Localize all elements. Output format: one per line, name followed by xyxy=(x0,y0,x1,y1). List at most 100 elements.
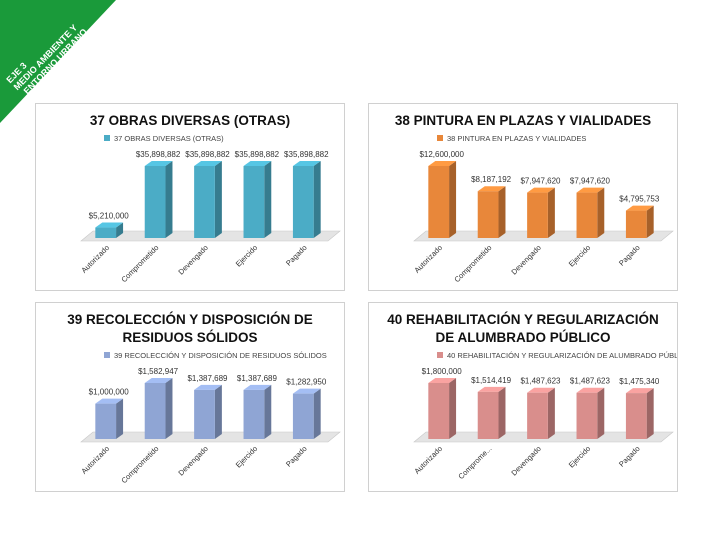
chart-plot: 38 PINTURA EN PLAZAS Y VIALIDADES $12,600… xyxy=(412,134,674,284)
bar-top xyxy=(144,161,173,167)
chart-panel: 40 REHABILITACIÓN Y REGULARIZACIÓN DE AL… xyxy=(368,302,678,492)
banner-triangle xyxy=(0,0,116,123)
bar xyxy=(477,392,499,440)
bar-side xyxy=(498,186,506,239)
chart-title: 40 REHABILITACIÓN Y REGULARIZACIÓN DE AL… xyxy=(387,312,659,346)
x-tick-label: Devengado xyxy=(509,243,542,276)
value-label: $35,898,882 xyxy=(185,150,230,159)
bar-top xyxy=(194,161,222,167)
x-tick-label: Comprome... xyxy=(456,444,493,481)
bar-top xyxy=(477,387,506,393)
bar-side xyxy=(597,388,605,440)
chart-panel: 38 PINTURA EN PLAZAS Y VIALIDADES 38 PINT… xyxy=(368,103,678,291)
bar xyxy=(144,383,166,440)
legend-label: 39 RECOLECCIÓN Y DISPOSICIÓN DE RESIDUOS… xyxy=(114,351,327,360)
bar xyxy=(292,394,314,440)
value-label: $7,947,620 xyxy=(570,177,611,186)
legend-swatch xyxy=(104,352,110,359)
bar-side xyxy=(214,161,222,239)
bar xyxy=(625,393,647,440)
bar-side xyxy=(165,378,173,440)
bar-side xyxy=(214,385,222,440)
bar xyxy=(428,166,450,239)
bar xyxy=(527,192,548,239)
bar-side xyxy=(547,388,555,440)
bar xyxy=(576,393,598,440)
bar-side xyxy=(264,161,272,239)
chart-title: 37 OBRAS DIVERSAS (OTRAS) xyxy=(89,113,291,128)
bar-top xyxy=(292,161,321,167)
chart-plot: 39 RECOLECCIÓN Y DISPOSICIÓN DE RESIDUOS… xyxy=(79,351,341,486)
legend: 39 RECOLECCIÓN Y DISPOSICIÓN DE RESIDUOS… xyxy=(104,351,327,360)
value-label: $1,282,950 xyxy=(286,378,327,387)
bar xyxy=(144,166,166,239)
legend: 38 PINTURA EN PLAZAS Y VIALIDADES xyxy=(437,134,586,143)
bar-side xyxy=(547,187,555,239)
bar xyxy=(625,210,647,239)
value-label: $8,187,192 xyxy=(471,175,512,184)
bar-side xyxy=(264,385,272,440)
bar-side xyxy=(646,205,654,239)
bar-side xyxy=(165,161,173,239)
x-tick-label: Comprometido xyxy=(119,243,160,284)
bar-side xyxy=(646,388,654,440)
value-label: $35,898,882 xyxy=(136,150,181,159)
x-tick-label: Ejercido xyxy=(234,243,260,269)
legend: 37 OBRAS DIVERSAS (OTRAS) xyxy=(104,134,224,143)
bar xyxy=(428,383,450,440)
value-label: $1,487,623 xyxy=(520,377,561,386)
bar-top xyxy=(625,388,654,394)
x-tick-label: Pagado xyxy=(617,243,642,268)
chart-plot: 40 REHABILITACIÓN Y REGULARIZACIÓN DE AL… xyxy=(412,351,677,481)
banner: EJE 3 MEDIO AMBIENTE Y ENTORNO URBANO xyxy=(0,0,116,123)
x-tick-label: Devengado xyxy=(176,243,209,276)
bar-side xyxy=(313,161,321,239)
value-label: $1,582,947 xyxy=(138,367,179,376)
bar-top xyxy=(144,378,173,384)
bar xyxy=(95,227,117,239)
legend-swatch xyxy=(104,135,110,142)
bar-top xyxy=(292,389,321,395)
bar xyxy=(95,404,117,440)
x-tick-label: Devengado xyxy=(509,444,542,477)
chart-panel: 39 RECOLECCIÓN Y DISPOSICIÓN DE RESIDUOS… xyxy=(35,302,345,492)
legend: 40 REHABILITACIÓN Y REGULARIZACIÓN DE AL… xyxy=(437,351,677,360)
x-tick-label: Ejercido xyxy=(234,444,260,470)
bar-side xyxy=(116,222,124,239)
x-tick-label: Autorizado xyxy=(79,444,111,476)
value-label: $5,210,000 xyxy=(89,212,130,221)
bar-top xyxy=(194,385,222,391)
value-label: $1,514,419 xyxy=(471,376,512,385)
x-tick-label: Ejercido xyxy=(567,243,593,269)
value-label: $1,387,689 xyxy=(187,374,228,383)
bar xyxy=(243,166,265,239)
bar-top xyxy=(95,399,124,405)
bar xyxy=(527,393,548,440)
x-tick-label: Comprometido xyxy=(119,444,160,485)
bar-top xyxy=(95,222,124,228)
bar-top xyxy=(576,187,605,193)
value-label: $35,898,882 xyxy=(284,150,329,159)
chart-title: 38 PINTURA EN PLAZAS Y VIALIDADES xyxy=(394,113,652,128)
legend-swatch xyxy=(437,352,443,359)
x-tick-label: Pagado xyxy=(284,243,309,268)
x-tick-label: Comprometido xyxy=(452,243,493,284)
bar-top xyxy=(477,186,506,192)
x-tick-label: Autorizado xyxy=(412,444,444,476)
chart-plot: 37 OBRAS DIVERSAS (OTRAS) $5,210,000 Autor… xyxy=(79,134,341,284)
bar xyxy=(243,390,265,440)
legend-label: 40 REHABILITACIÓN Y REGULARIZACIÓN DE AL… xyxy=(447,351,677,360)
x-tick-label: Ejercido xyxy=(567,444,593,470)
bar-side xyxy=(449,161,457,239)
value-label: $1,800,000 xyxy=(422,367,463,376)
x-tick-label: Autorizado xyxy=(79,243,111,275)
bar-top xyxy=(527,388,555,394)
bar-side xyxy=(116,399,124,440)
value-label: $4,795,753 xyxy=(619,195,660,204)
bar-top xyxy=(625,205,654,211)
bar xyxy=(194,390,215,440)
value-label: $35,898,882 xyxy=(235,150,280,159)
value-label: $12,600,000 xyxy=(419,150,464,159)
bar-top xyxy=(243,385,272,391)
value-label: $1,387,689 xyxy=(237,374,278,383)
